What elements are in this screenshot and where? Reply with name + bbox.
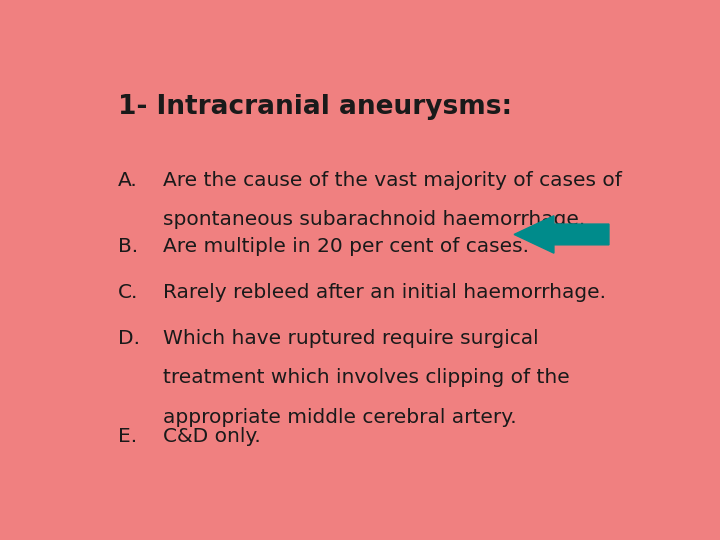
Text: Rarely rebleed after an initial haemorrhage.: Rarely rebleed after an initial haemorrh… bbox=[163, 283, 606, 302]
Text: B.: B. bbox=[118, 238, 138, 256]
Text: Are multiple in 20 per cent of cases.: Are multiple in 20 per cent of cases. bbox=[163, 238, 528, 256]
Text: Are the cause of the vast majority of cases of: Are the cause of the vast majority of ca… bbox=[163, 171, 621, 190]
Text: treatment which involves clipping of the: treatment which involves clipping of the bbox=[163, 368, 570, 387]
Text: appropriate middle cerebral artery.: appropriate middle cerebral artery. bbox=[163, 408, 516, 427]
Text: E.: E. bbox=[118, 427, 137, 446]
Text: D.: D. bbox=[118, 329, 140, 348]
Text: C&D only.: C&D only. bbox=[163, 427, 261, 446]
Polygon shape bbox=[514, 216, 609, 253]
Text: C.: C. bbox=[118, 283, 138, 302]
Text: 1- Intracranial aneurysms:: 1- Intracranial aneurysms: bbox=[118, 94, 512, 120]
Text: Which have ruptured require surgical: Which have ruptured require surgical bbox=[163, 329, 538, 348]
Text: A.: A. bbox=[118, 171, 138, 190]
Text: spontaneous subarachnoid haemorrhage.: spontaneous subarachnoid haemorrhage. bbox=[163, 210, 585, 230]
